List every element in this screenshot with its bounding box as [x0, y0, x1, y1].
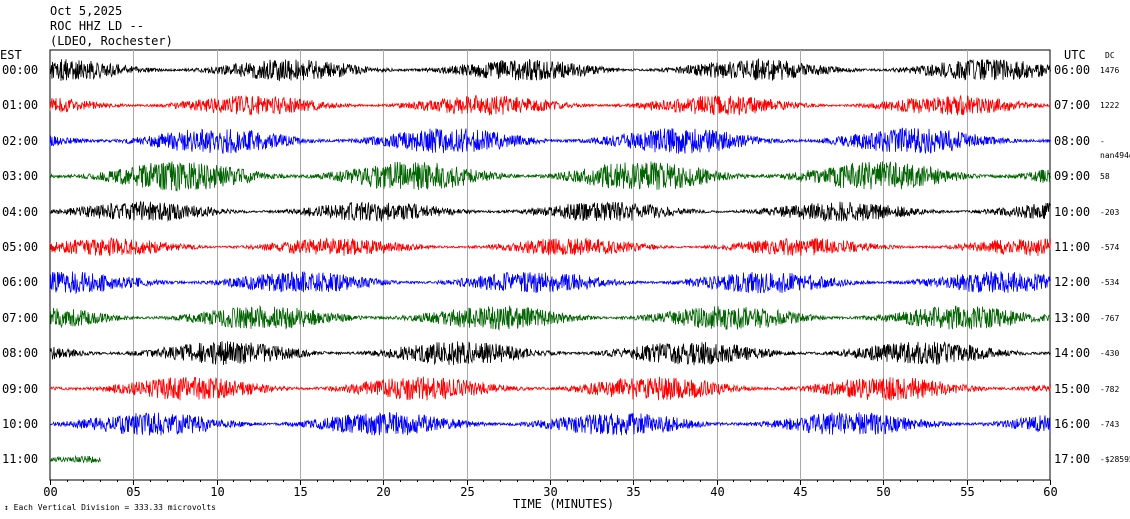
trace-row-1100	[49, 454, 101, 464]
trace-row-0800	[49, 341, 1051, 366]
x-tick-label: 10	[210, 485, 224, 499]
est-hour-label: 07:00	[2, 310, 39, 325]
utc-hour-label: 07:00	[1054, 98, 1091, 113]
x-axis-title: TIME (MINUTES)	[513, 497, 615, 511]
dc-value: -782	[1100, 384, 1120, 394]
time-axis: 00 05 10 15 20 25 30 35 40 45 50 55 60	[43, 480, 1058, 499]
utc-hour-label: 15:00	[1054, 381, 1091, 396]
dc-value: -nan494d	[1100, 136, 1130, 160]
seismogram-traces	[49, 57, 1051, 464]
est-hour-label: 06:00	[2, 275, 39, 290]
x-tick-label: 05	[126, 485, 140, 499]
trace-row-0000	[49, 57, 1051, 82]
dc-value: -203	[1100, 207, 1120, 217]
trace-row-0400	[49, 200, 1051, 223]
trace-row-0100	[49, 94, 1051, 116]
trace-row-0500	[49, 237, 1051, 257]
date-label: Oct 5,2025	[50, 4, 123, 18]
utc-hour-label: 11:00	[1054, 240, 1091, 254]
x-tick-label: 20	[376, 485, 390, 499]
dc-value: 1476	[1100, 66, 1120, 75]
dc-value: 1222	[1100, 101, 1120, 111]
utc-hour-label: 06:00	[1054, 63, 1091, 77]
utc-hour-label: 17:00	[1054, 452, 1091, 467]
dc-value: -430	[1100, 349, 1120, 359]
dc-column-label: DC	[1105, 51, 1115, 60]
vertical-grid	[49, 49, 1051, 481]
x-tick-label: 15	[293, 485, 307, 499]
x-tick-label: 40	[710, 485, 724, 499]
trace-row-0200	[49, 127, 1051, 154]
est-hour-label: 09:00	[2, 381, 39, 396]
utc-hour-label: 09:00	[1054, 169, 1091, 184]
est-hour-label: 01:00	[2, 98, 39, 113]
est-hour-label: 05:00	[2, 240, 39, 254]
utc-hour-label: 13:00	[1054, 310, 1091, 325]
scale-note: ↕ Each Vertical Division = 333.33 microv…	[4, 503, 216, 512]
dc-value: -743	[1100, 420, 1120, 429]
x-tick-label: 45	[793, 485, 807, 499]
trace-row-0600	[49, 271, 1051, 295]
trace-row-0300	[49, 161, 1051, 192]
est-hour-label: 04:00	[2, 204, 39, 219]
x-tick-label: 30	[543, 485, 557, 499]
scale-marker-icon: ↕	[4, 503, 9, 512]
utc-axis-label: UTC	[1064, 48, 1086, 62]
x-tick-label: 55	[960, 485, 974, 499]
est-hour-label: 03:00	[2, 169, 39, 184]
location-label: (LDEO, Rochester)	[50, 34, 173, 48]
utc-hour-label: 08:00	[1054, 133, 1091, 148]
est-hour-label: 00:00	[2, 63, 39, 77]
utc-hour-label: 12:00	[1054, 275, 1091, 290]
est-hour-label: 02:00	[2, 133, 39, 148]
dc-value: -$285953	[1100, 455, 1130, 465]
trace-row-0900	[49, 376, 1051, 401]
x-tick-label: 60	[1043, 485, 1057, 499]
utc-hour-label: 16:00	[1054, 417, 1091, 431]
est-hour-label: 10:00	[2, 417, 39, 431]
dc-value: 58	[1100, 172, 1110, 182]
x-tick-label: 35	[626, 485, 640, 499]
est-hour-label: 11:00	[2, 452, 39, 467]
est-hour-label: 08:00	[2, 346, 39, 361]
trace-row-1000	[50, 411, 1051, 436]
dc-value: -534	[1100, 278, 1120, 288]
station-label: ROC HHZ LD --	[50, 19, 144, 33]
est-axis-label: EST	[0, 48, 22, 62]
trace-row-0700	[49, 304, 1051, 331]
utc-hour-label: 10:00	[1054, 204, 1091, 219]
x-tick-label: 00	[43, 485, 57, 499]
x-tick-label: 25	[460, 485, 474, 499]
x-tick-label: 50	[876, 485, 890, 499]
dc-value: -767	[1100, 313, 1120, 323]
utc-hour-label: 14:00	[1054, 346, 1091, 361]
dc-value: -574	[1100, 243, 1120, 252]
